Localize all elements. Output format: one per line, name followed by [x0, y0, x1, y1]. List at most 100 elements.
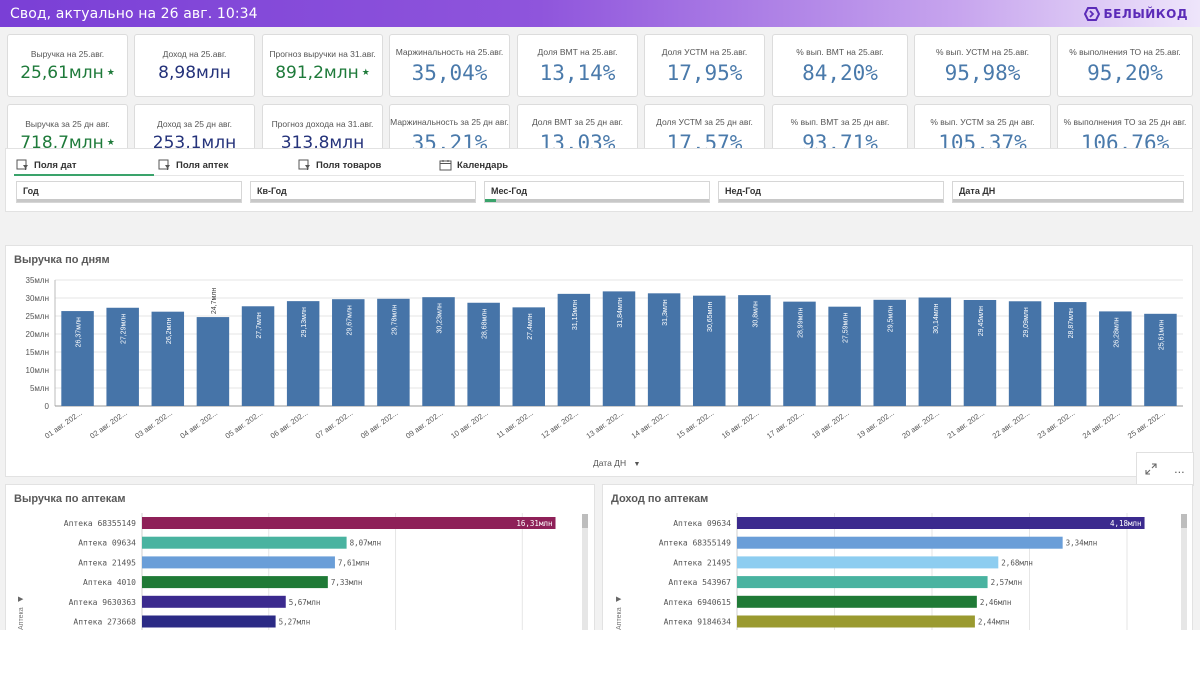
bar: [512, 307, 546, 406]
expand-icon[interactable]: [1145, 463, 1157, 475]
filter-date[interactable]: Дата ДН: [952, 181, 1184, 203]
bar: [963, 299, 997, 406]
chart-title: Доход по аптекам: [611, 493, 709, 505]
more-menu-button[interactable]: ...: [1174, 462, 1185, 476]
kpi-value-text: 35,04%: [411, 60, 488, 85]
kpi-label: Прогноз выручки на 31.авг.: [269, 48, 376, 59]
bar: [142, 595, 286, 608]
kpi-card[interactable]: Маржинальность на 25.авг. 35,04%: [389, 34, 510, 97]
scrollbar[interactable]: [582, 514, 588, 630]
kpi-label: % вып. ВМТ на 25.авг.: [796, 46, 884, 57]
kpi-card[interactable]: % вып. УСТМ на 25.авг. 95,98%: [914, 34, 1051, 97]
kpi-label: Доля ВМТ за 25 дн авг.: [531, 116, 624, 127]
bar: [61, 311, 94, 406]
kpi-card[interactable]: Доля УСТМ на 25.авг. 17,95%: [644, 34, 765, 97]
x-tick-label: 25 авг. 202...: [1126, 408, 1167, 440]
data-label: 26,2млн: [166, 318, 173, 345]
filter-label: Мес-Год: [491, 186, 528, 196]
dimension-selector[interactable]: Дата ДН ▼: [593, 458, 640, 468]
bar: [1144, 313, 1177, 406]
kpi-label: Выручка за 25 дн авг.: [25, 118, 110, 129]
chevron-right-icon[interactable]: ▶: [616, 595, 622, 603]
x-tick-label: 20 авг. 202...: [900, 408, 941, 440]
kpi-card[interactable]: % вып. ВМТ на 25.авг. 84,20%: [772, 34, 908, 97]
filter-label: Кв-Год: [257, 186, 287, 196]
tab-date-fields[interactable]: Поля дат: [16, 155, 77, 175]
page-bottom-margin: [0, 630, 1200, 676]
x-tick-label: 12 авг. 202...: [539, 408, 580, 440]
bar: [692, 295, 726, 406]
bar: [422, 297, 455, 406]
kpi-card[interactable]: % выполнения ТО на 25.авг. 95,20%: [1057, 34, 1193, 97]
bar: [286, 301, 320, 406]
x-tick-label: 14 авг. 202...: [630, 408, 671, 440]
income-by-pharmacy-chart[interactable]: Аптека 09634 4,18млн Аптека 68355149 3,34мл…: [602, 484, 1193, 630]
filter-month-year[interactable]: Мес-Год: [484, 181, 710, 203]
y-tick-label: 25млн: [26, 312, 49, 321]
axis-side-label: Аптека: [18, 607, 25, 630]
data-label: 30,23млн: [437, 303, 444, 333]
data-label: 28,99млн: [797, 308, 804, 338]
kpi-value: 35,04%: [412, 61, 488, 85]
data-label: 3,34млн: [1066, 539, 1098, 548]
bar: [737, 576, 988, 589]
x-tick-label: 07 авг. 202...: [314, 408, 355, 440]
bar: [737, 556, 999, 569]
bar: [196, 317, 230, 406]
data-label: 7,61млн: [338, 558, 370, 567]
kpi-card[interactable]: Доля ВМТ на 25.авг. 13,14%: [517, 34, 638, 97]
kpi-card[interactable]: Прогноз выручки на 31.авг. 891,2млн ★: [262, 34, 383, 97]
category-label: Аптека 21495: [78, 558, 136, 567]
scrollbar[interactable]: [1181, 514, 1187, 630]
page-title: Свод, актуально на 26 авг. 10:34: [10, 5, 258, 22]
data-label: 30,8млн: [752, 301, 759, 328]
category-label: Аптека 4010: [83, 578, 136, 587]
kpi-value: 95,98%: [945, 61, 1021, 85]
data-label: 24,7млн: [211, 288, 218, 315]
data-label: 27,29млн: [121, 314, 128, 344]
tab-pharmacy-fields[interactable]: Поля аптек: [158, 155, 228, 175]
selection-bar: [719, 199, 943, 202]
filter-week-year[interactable]: Нед-Год: [718, 181, 944, 203]
chevron-right-icon[interactable]: ▶: [18, 595, 24, 603]
bar: [332, 299, 365, 406]
x-tick-label: 22 авг. 202...: [991, 408, 1032, 440]
x-tick-label: 24 авг. 202...: [1081, 408, 1122, 440]
kpi-value-text: 8,98млн: [158, 62, 231, 83]
filter-year[interactable]: Год: [16, 181, 242, 203]
kpi-label: Доход на 25.авг.: [162, 48, 227, 59]
kpi-value-text: 718,7млн: [20, 132, 104, 153]
kpi-value: 891,2млн ★: [275, 63, 370, 83]
data-label: 29,13млн: [301, 307, 308, 337]
brand-logo: БЕЛЫЙКОД: [1083, 6, 1188, 21]
kpi-value-text: 84,20%: [802, 60, 878, 85]
kpi-value: 84,20%: [802, 61, 878, 85]
selection-bar: [17, 199, 241, 202]
scrollbar-thumb[interactable]: [582, 514, 588, 528]
kpi-label: Доход за 25 дн авг.: [157, 118, 232, 129]
data-label: 29,67млн: [346, 305, 353, 335]
revenue-by-pharmacy-chart[interactable]: Аптека 68355149 16,31млн Аптека 09634 8,07м…: [5, 484, 595, 630]
filter-quarter-year[interactable]: Кв-Год: [250, 181, 476, 203]
x-tick-label: 23 авг. 202...: [1036, 408, 1077, 440]
scrollbar-thumb[interactable]: [1181, 514, 1187, 528]
bar: [737, 595, 977, 608]
data-label: 25,61млн: [1158, 320, 1165, 350]
kpi-value: 17,95%: [667, 61, 743, 85]
kpi-card[interactable]: Доход на 25.авг. 8,98млн: [134, 34, 255, 97]
x-tick-label: 19 авг. 202...: [855, 408, 896, 440]
daily-revenue-chart[interactable]: 0 5млн 10млн 15млн 20млн 25млн 30млн 35млн 26,37…: [5, 245, 1193, 477]
bar: [142, 615, 276, 628]
field-filter-icon: [298, 159, 310, 170]
tab-calendar[interactable]: Календарь: [439, 155, 508, 175]
field-filter-icon: [16, 159, 28, 170]
kpi-value-text: 17,95%: [666, 60, 743, 85]
category-label: Аптека 68355149: [64, 519, 136, 528]
kpi-value-text: 95,98%: [944, 60, 1021, 85]
tab-product-fields[interactable]: Поля товаров: [298, 155, 381, 175]
logo-icon: [1083, 6, 1100, 21]
kpi-value: 718,7млн ★: [20, 133, 115, 153]
tab-label: Поля товаров: [316, 159, 382, 171]
kpi-card[interactable]: Выручка на 25.авг. 25,61млн ★: [7, 34, 128, 97]
bar: [602, 291, 636, 406]
